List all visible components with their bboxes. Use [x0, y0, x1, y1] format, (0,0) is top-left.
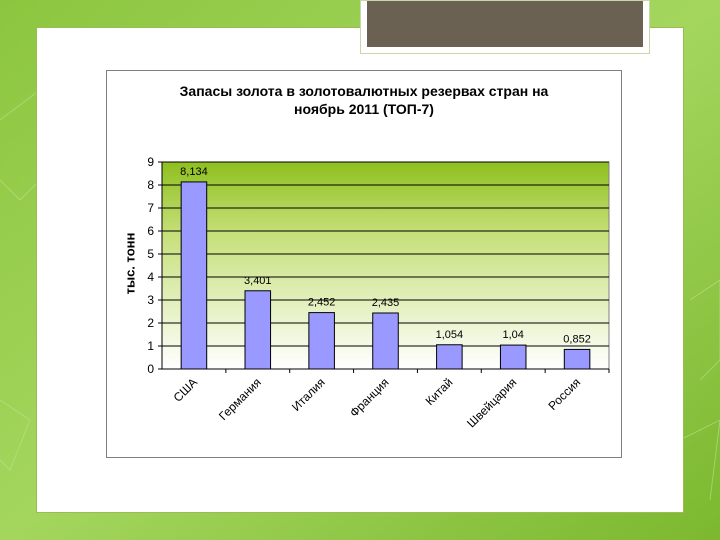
x-tick-label: Италия — [289, 375, 328, 414]
x-tick-label: Германия — [216, 375, 264, 423]
data-label: 0,852 — [563, 333, 591, 345]
bar-2 — [308, 312, 335, 370]
x-tick-label: США — [171, 375, 200, 404]
y-tick-label: 6 — [147, 224, 154, 238]
bar-4 — [436, 344, 463, 370]
y-tick-label: 7 — [147, 201, 154, 215]
y-tick-label: 4 — [147, 270, 154, 284]
y-tick-label: 1 — [147, 339, 154, 353]
bar-0 — [180, 181, 208, 370]
chart-title-line-2: ноябрь 2011 (ТОП-7) — [294, 101, 434, 117]
bar-6 — [563, 348, 591, 370]
y-tick-label: 5 — [147, 247, 154, 261]
chart-title-line-1: Запасы золота в золотовалютных резервах … — [179, 83, 549, 99]
header-tab-block — [367, 1, 643, 47]
y-tick-label: 9 — [147, 155, 154, 169]
x-tick-label: Франция — [347, 375, 392, 420]
y-tick-label: 2 — [147, 316, 154, 330]
data-label: 1,054 — [436, 329, 464, 341]
bar-3 — [372, 312, 399, 370]
x-tick-label: Швейцария — [464, 375, 519, 430]
bar-1 — [244, 290, 272, 370]
y-axis-label: тыс. тонн — [122, 232, 138, 295]
data-label: 3,401 — [244, 275, 272, 287]
data-label: 2,452 — [308, 297, 336, 309]
y-tick-label: 8 — [147, 178, 154, 192]
y-tick-label: 3 — [147, 293, 154, 307]
x-tick-label: Китай — [423, 375, 456, 408]
bar-5 — [499, 344, 527, 370]
header-tab — [360, 0, 650, 54]
chart-title: Запасы золота в золотовалютных резервах … — [106, 82, 622, 118]
data-label: 8,134 — [180, 166, 208, 178]
x-tick-label: Россия — [545, 375, 583, 413]
data-label: 1,04 — [503, 329, 524, 341]
y-tick-label: 0 — [147, 362, 154, 376]
data-label: 2,435 — [372, 297, 400, 309]
